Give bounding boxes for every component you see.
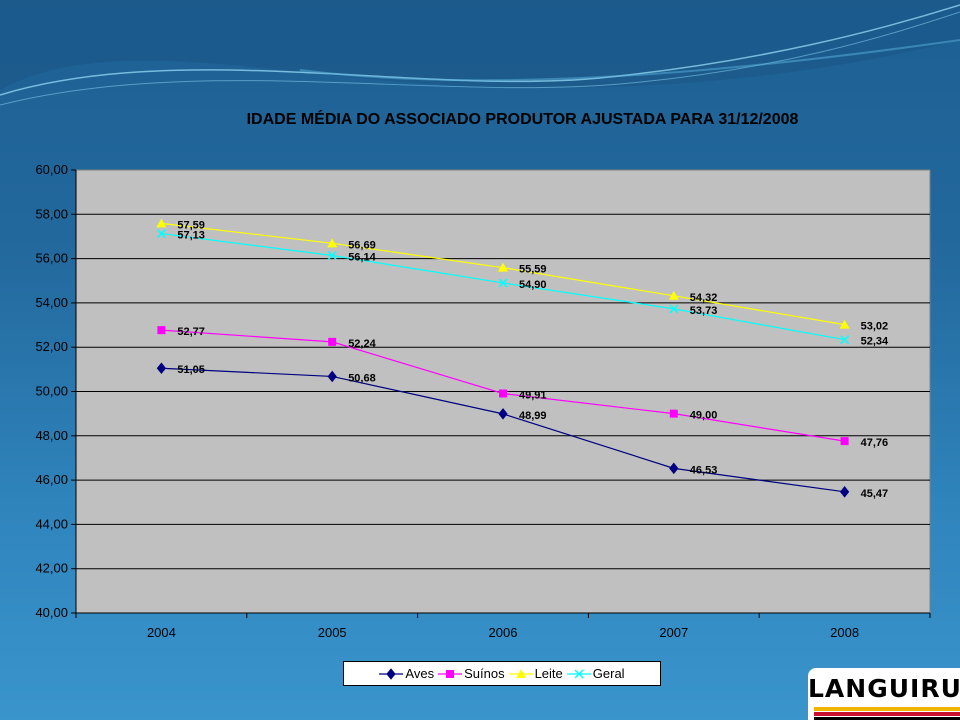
data-label-aves: 51,05 bbox=[177, 364, 205, 376]
data-label-suinos: 47,76 bbox=[861, 437, 889, 449]
data-point-suinos bbox=[157, 326, 166, 335]
data-label-leite: 57,59 bbox=[177, 219, 205, 231]
chart-title: IDADE MÉDIA DO ASSOCIADO PRODUTOR AJUSTA… bbox=[246, 111, 799, 128]
data-label-suinos: 52,24 bbox=[348, 338, 376, 350]
data-label-geral: 53,73 bbox=[690, 305, 718, 317]
chart-legend: Aves Suínos Leite Geral bbox=[343, 661, 661, 686]
data-label-suinos: 52,77 bbox=[177, 326, 205, 338]
data-point-geral bbox=[156, 229, 166, 239]
data-label-leite: 56,69 bbox=[348, 239, 376, 251]
y-tick-label: 40,00 bbox=[35, 605, 68, 620]
data-label-aves: 48,99 bbox=[519, 410, 547, 422]
data-point-aves bbox=[669, 462, 679, 475]
data-label-leite: 54,32 bbox=[690, 292, 718, 304]
data-point-suinos bbox=[328, 337, 337, 346]
data-point-aves bbox=[498, 408, 508, 420]
data-label-geral: 57,13 bbox=[177, 230, 205, 242]
legend-label-geral: Geral bbox=[592, 666, 625, 681]
languiru-logo: LANGUIRU bbox=[808, 668, 960, 720]
data-label-leite: 53,02 bbox=[861, 321, 889, 333]
data-label-suinos: 49,00 bbox=[690, 410, 718, 422]
y-tick-label: 42,00 bbox=[35, 561, 68, 576]
data-point-aves bbox=[327, 370, 337, 383]
data-point-leite bbox=[668, 290, 679, 300]
x-tick-label: 2005 bbox=[318, 625, 347, 640]
data-label-aves: 46,53 bbox=[690, 464, 718, 476]
data-point-geral bbox=[327, 250, 337, 261]
y-tick-label: 44,00 bbox=[35, 516, 68, 531]
legend-label-aves: Aves bbox=[405, 666, 435, 681]
y-tick-label: 48,00 bbox=[35, 428, 68, 443]
legend-label-suinos: Suínos bbox=[464, 666, 505, 681]
logo-stripe-2 bbox=[814, 712, 960, 716]
y-axis: 40,00 42,00 44,00 46,00 48,00 50,00 52,00 54,00… bbox=[35, 162, 77, 620]
y-tick-label: 56,00 bbox=[35, 251, 68, 266]
data-point-aves bbox=[839, 486, 850, 498]
data-point-suinos bbox=[840, 437, 849, 446]
y-tick-label: 60,00 bbox=[35, 162, 68, 177]
data-point-geral bbox=[669, 304, 679, 314]
x-tick-label: 2004 bbox=[147, 625, 176, 640]
legend-label-leite: Leite bbox=[534, 666, 563, 681]
x-tick-label: 2007 bbox=[659, 625, 688, 640]
legend-item-leite: Leite bbox=[508, 666, 563, 681]
legend-swatch-aves bbox=[379, 667, 404, 680]
data-label-aves: 45,47 bbox=[861, 488, 889, 500]
logo-stripe-1 bbox=[814, 707, 960, 711]
data-point-suinos bbox=[669, 409, 678, 418]
y-tick-label: 54,00 bbox=[35, 295, 68, 310]
gridlines bbox=[76, 213, 930, 570]
data-label-geral: 54,90 bbox=[519, 279, 547, 291]
data-point-geral bbox=[498, 278, 508, 288]
data-point-suinos bbox=[499, 389, 507, 398]
data-point-leite bbox=[327, 238, 338, 248]
data-label-aves: 50,68 bbox=[348, 372, 376, 384]
y-tick-label: 58,00 bbox=[35, 206, 68, 221]
x-tick-label: 2006 bbox=[489, 625, 518, 640]
data-point-leite bbox=[156, 218, 167, 228]
legend-swatch-suinos bbox=[438, 669, 463, 678]
data-point-aves bbox=[156, 362, 167, 375]
y-tick-label: 50,00 bbox=[35, 384, 68, 399]
logo-stripe-3 bbox=[814, 717, 960, 720]
series-layer bbox=[156, 218, 850, 498]
data-label-suinos: 49,91 bbox=[519, 389, 547, 401]
data-labels: 51,05 50,68 48,99 46,53 45,47 52,77 52,24 49,91… bbox=[177, 219, 889, 499]
x-axis: 2004 2005 2006 2007 2008 bbox=[75, 612, 931, 640]
y-tick-label: 46,00 bbox=[35, 472, 68, 487]
data-point-leite bbox=[498, 262, 508, 272]
legend-item-geral: Geral bbox=[566, 666, 625, 681]
legend-swatch-geral bbox=[566, 668, 591, 679]
y-tick-label: 52,00 bbox=[35, 339, 68, 354]
data-label-geral: 52,34 bbox=[861, 336, 889, 348]
data-point-leite bbox=[839, 319, 850, 329]
x-tick-label: 2008 bbox=[830, 625, 859, 640]
data-label-leite: 55,59 bbox=[519, 264, 547, 276]
data-point-geral bbox=[840, 335, 850, 345]
legend-item-suinos: Suínos bbox=[438, 666, 505, 681]
data-label-geral: 56,14 bbox=[348, 251, 376, 263]
legend-swatch-leite bbox=[508, 668, 533, 678]
logo-text: LANGUIRU bbox=[808, 674, 960, 703]
legend-item-aves: Aves bbox=[379, 666, 434, 681]
